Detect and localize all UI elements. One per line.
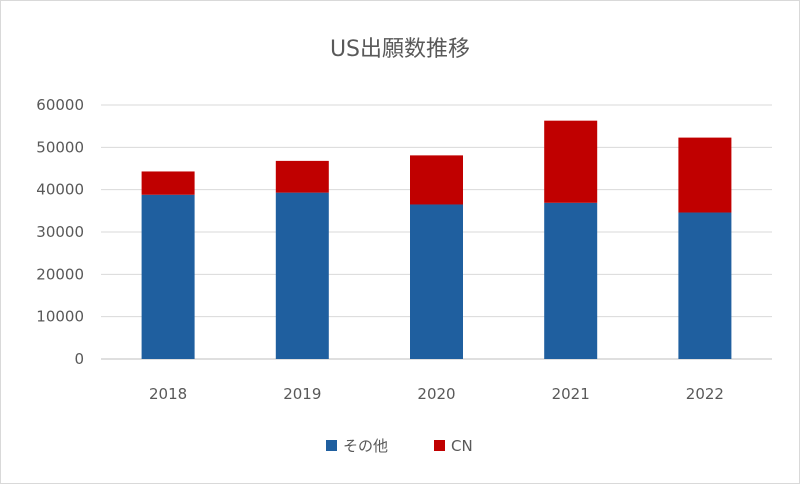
legend-swatch (434, 440, 445, 451)
x-tick-label: 2019 (283, 385, 321, 403)
x-axis-ticks: 2018 2019 2020 2021 2022 (149, 385, 724, 403)
y-tick-label: 10000 (36, 308, 84, 326)
legend-item: その他 (326, 437, 388, 455)
bar-other-2022 (678, 212, 732, 359)
legend-label: その他 (343, 437, 388, 455)
y-tick-label: 30000 (36, 223, 84, 241)
x-tick-label: 2021 (552, 385, 590, 403)
y-tick-label: 0 (74, 350, 84, 368)
chart-title: US出願数推移 (330, 37, 470, 62)
bar-cn-2019 (275, 160, 329, 193)
y-tick-label: 20000 (36, 265, 84, 283)
bar-other-2020 (410, 204, 463, 359)
bar-other-2021 (544, 202, 598, 359)
bar-cn-2022 (678, 137, 732, 213)
bars (141, 120, 732, 359)
bar-cn-2020 (410, 155, 463, 205)
bar-cn-2021 (544, 120, 598, 203)
bar-other-2018 (141, 194, 195, 359)
x-tick-label: 2020 (417, 385, 455, 403)
y-tick-label: 50000 (36, 138, 84, 156)
y-axis-ticks: 0 10000 20000 30000 40000 50000 60000 (36, 96, 84, 368)
bar-other-2019 (275, 192, 329, 359)
x-tick-label: 2022 (686, 385, 724, 403)
legend-label: CN (451, 437, 473, 455)
y-tick-label: 60000 (36, 96, 84, 114)
y-tick-label: 40000 (36, 181, 84, 199)
legend-swatch (326, 440, 337, 451)
bar-cn-2018 (141, 171, 195, 195)
legend-item: CN (434, 437, 473, 455)
x-tick-label: 2018 (149, 385, 187, 403)
legend: その他 CN (326, 437, 473, 455)
